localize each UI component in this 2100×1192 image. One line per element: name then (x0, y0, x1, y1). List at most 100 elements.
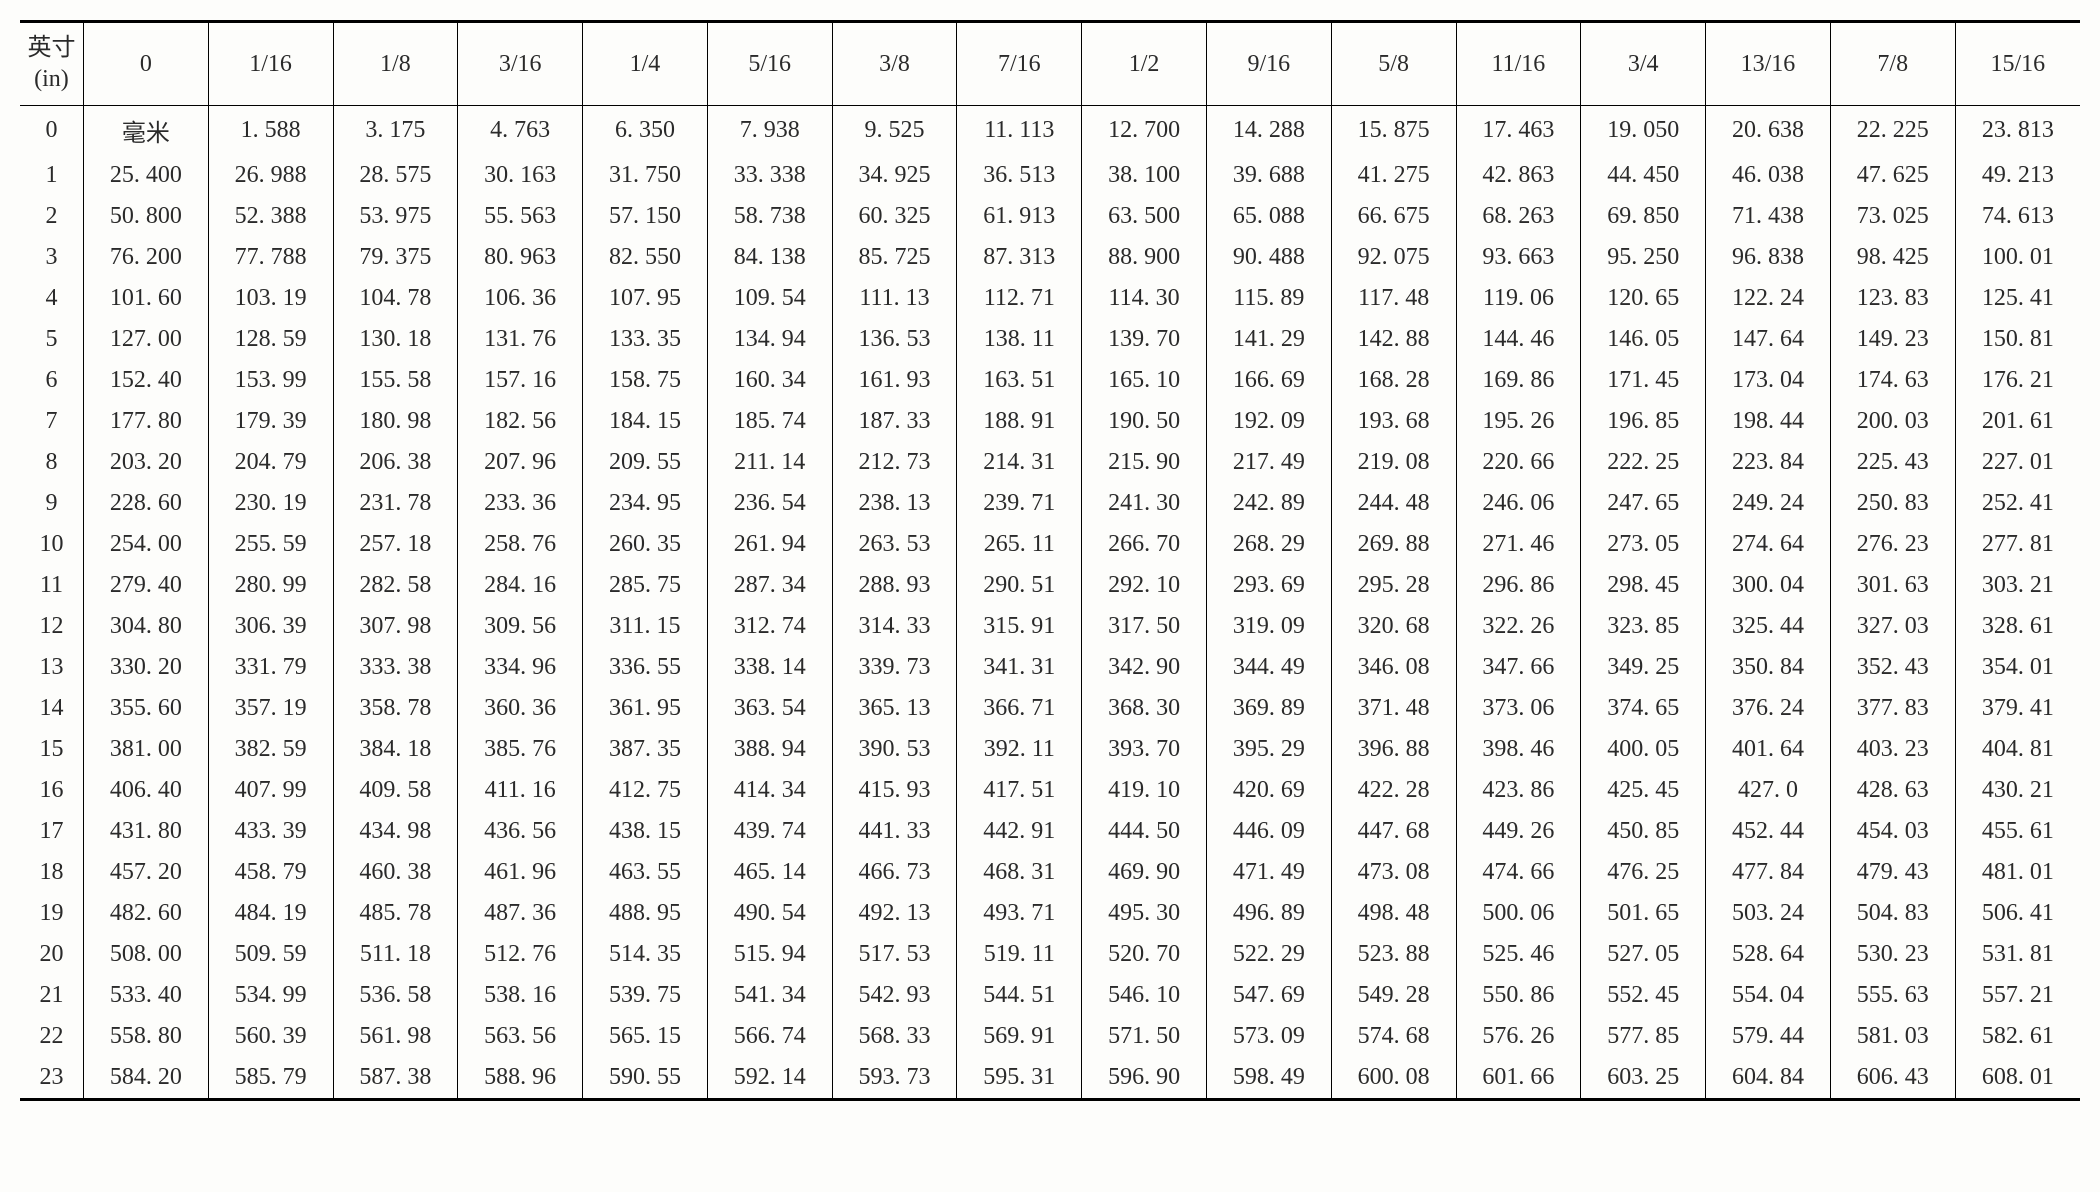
table-cell: 239. 71 (957, 483, 1082, 524)
table-row: 0毫米1. 5883. 1754. 7636. 3507. 9389. 5251… (20, 106, 2080, 156)
table-cell: 582. 61 (1955, 1016, 2080, 1057)
table-cell: 541. 34 (707, 975, 832, 1016)
table-cell: 123. 83 (1830, 278, 1955, 319)
table-cell: 593. 73 (832, 1057, 957, 1100)
column-header: 7/8 (1830, 22, 1955, 106)
column-header: 5/8 (1331, 22, 1456, 106)
conversion-table-container: 英寸(in)01/161/83/161/45/163/87/161/29/165… (20, 20, 2080, 1101)
table-cell: 238. 13 (832, 483, 957, 524)
table-cell: 546. 10 (1082, 975, 1207, 1016)
row-index: 12 (20, 606, 83, 647)
table-cell: 111. 13 (832, 278, 957, 319)
table-cell: 14. 288 (1206, 106, 1331, 156)
table-cell: 574. 68 (1331, 1016, 1456, 1057)
table-cell: 17. 463 (1456, 106, 1581, 156)
table-cell: 333. 38 (333, 647, 458, 688)
table-cell: 23. 813 (1955, 106, 2080, 156)
table-cell: 476. 25 (1581, 852, 1706, 893)
table-cell: 573. 09 (1206, 1016, 1331, 1057)
column-header: 1/2 (1082, 22, 1207, 106)
row-index: 10 (20, 524, 83, 565)
table-cell: 468. 31 (957, 852, 1082, 893)
table-cell: 314. 33 (832, 606, 957, 647)
table-cell: 65. 088 (1206, 196, 1331, 237)
table-cell: 50. 800 (83, 196, 208, 237)
table-cell: 39. 688 (1206, 155, 1331, 196)
table-cell: 377. 83 (1830, 688, 1955, 729)
table-cell: 80. 963 (458, 237, 583, 278)
table-cell: 322. 26 (1456, 606, 1581, 647)
table-cell: 409. 58 (333, 770, 458, 811)
table-cell: 7. 938 (707, 106, 832, 156)
table-cell: 152. 40 (83, 360, 208, 401)
table-cell: 227. 01 (1955, 442, 2080, 483)
table-cell: 496. 89 (1206, 893, 1331, 934)
table-cell: 249. 24 (1706, 483, 1831, 524)
table-cell: 569. 91 (957, 1016, 1082, 1057)
table-cell: 458. 79 (208, 852, 333, 893)
table-row: 9228. 60230. 19231. 78233. 36234. 95236.… (20, 483, 2080, 524)
table-cell: 447. 68 (1331, 811, 1456, 852)
table-cell: 290. 51 (957, 565, 1082, 606)
table-cell: 350. 84 (1706, 647, 1831, 688)
table-row: 20508. 00509. 59511. 18512. 76514. 35515… (20, 934, 2080, 975)
table-cell: 98. 425 (1830, 237, 1955, 278)
table-cell: 220. 66 (1456, 442, 1581, 483)
table-cell: 230. 19 (208, 483, 333, 524)
table-cell: 368. 30 (1082, 688, 1207, 729)
table-cell: 30. 163 (458, 155, 583, 196)
table-cell: 560. 39 (208, 1016, 333, 1057)
table-cell: 354. 01 (1955, 647, 2080, 688)
table-cell: 450. 85 (1581, 811, 1706, 852)
table-cell: 539. 75 (583, 975, 708, 1016)
table-cell: 449. 26 (1456, 811, 1581, 852)
table-cell: 508. 00 (83, 934, 208, 975)
row-index: 15 (20, 729, 83, 770)
table-cell: 339. 73 (832, 647, 957, 688)
table-cell: 598. 49 (1206, 1057, 1331, 1100)
table-cell: 571. 50 (1082, 1016, 1207, 1057)
row-index: 6 (20, 360, 83, 401)
table-cell: 515. 94 (707, 934, 832, 975)
table-cell: 11. 113 (957, 106, 1082, 156)
table-cell: 268. 29 (1206, 524, 1331, 565)
table-cell: 87. 313 (957, 237, 1082, 278)
table-cell: 527. 05 (1581, 934, 1706, 975)
table-cell: 130. 18 (333, 319, 458, 360)
table-cell: 187. 33 (832, 401, 957, 442)
table-cell: 169. 86 (1456, 360, 1581, 401)
table-cell: 422. 28 (1331, 770, 1456, 811)
table-cell: 285. 75 (583, 565, 708, 606)
table-cell: 465. 14 (707, 852, 832, 893)
table-cell: 247. 65 (1581, 483, 1706, 524)
row-index: 17 (20, 811, 83, 852)
table-cell: 207. 96 (458, 442, 583, 483)
table-cell: 506. 41 (1955, 893, 2080, 934)
table-row: 17431. 80433. 39434. 98436. 56438. 15439… (20, 811, 2080, 852)
column-header: 1/8 (333, 22, 458, 106)
table-cell: 455. 61 (1955, 811, 2080, 852)
table-cell: 258. 76 (458, 524, 583, 565)
table-cell: 6. 350 (583, 106, 708, 156)
table-cell: 360. 36 (458, 688, 583, 729)
column-header: 5/16 (707, 22, 832, 106)
table-cell: 41. 275 (1331, 155, 1456, 196)
table-cell: 406. 40 (83, 770, 208, 811)
table-cell: 20. 638 (1706, 106, 1831, 156)
table-cell: 385. 76 (458, 729, 583, 770)
table-cell: 131. 76 (458, 319, 583, 360)
inch-to-mm-conversion-table: 英寸(in)01/161/83/161/45/163/87/161/29/165… (20, 20, 2080, 1101)
table-cell: 211. 14 (707, 442, 832, 483)
table-cell: 568. 33 (832, 1016, 957, 1057)
table-cell: 179. 39 (208, 401, 333, 442)
table-row: 14355. 60357. 19358. 78360. 36361. 95363… (20, 688, 2080, 729)
table-cell: 555. 63 (1830, 975, 1955, 1016)
table-row: 13330. 20331. 79333. 38334. 96336. 55338… (20, 647, 2080, 688)
table-cell: 142. 88 (1331, 319, 1456, 360)
table-row: 23584. 20585. 79587. 38588. 96590. 55592… (20, 1057, 2080, 1100)
table-cell: 412. 75 (583, 770, 708, 811)
table-cell: 34. 925 (832, 155, 957, 196)
table-cell: 149. 23 (1830, 319, 1955, 360)
table-cell: 419. 10 (1082, 770, 1207, 811)
table-cell: 327. 03 (1830, 606, 1955, 647)
